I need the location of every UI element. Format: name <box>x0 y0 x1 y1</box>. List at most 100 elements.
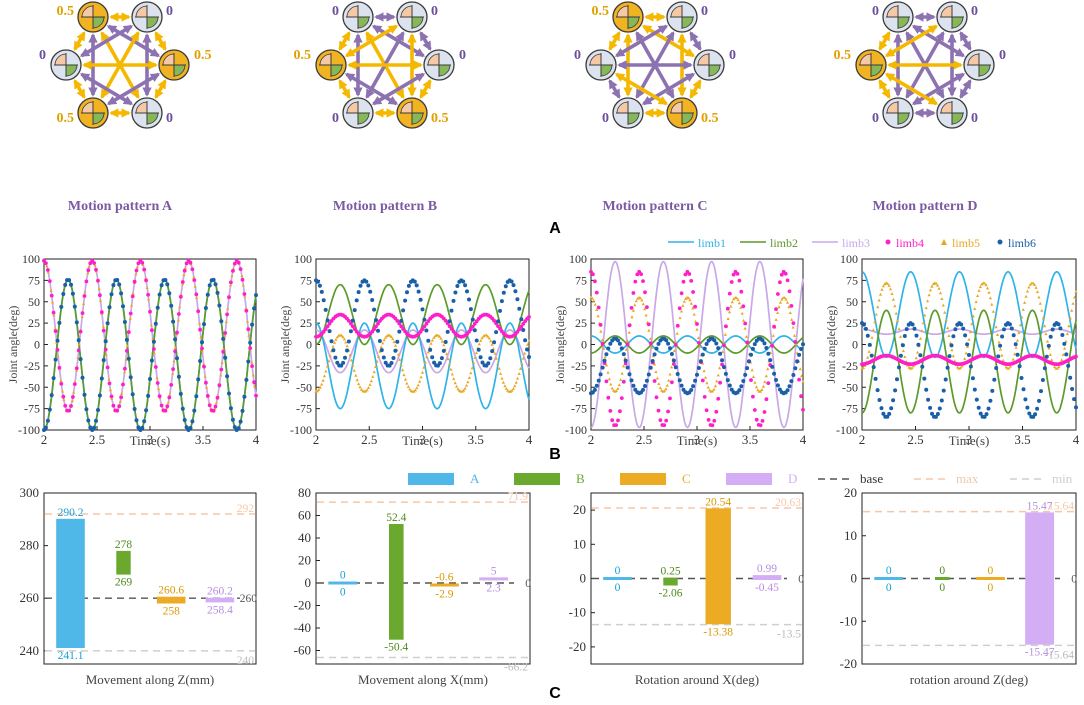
data-point <box>696 366 701 370</box>
data-point <box>689 279 694 283</box>
data-point <box>439 336 443 340</box>
data-point <box>221 347 226 351</box>
data-point <box>232 425 237 430</box>
data-point <box>758 423 763 428</box>
legend-label: limb1 <box>698 236 726 250</box>
data-point <box>797 377 801 382</box>
data-point <box>871 365 876 370</box>
data-point <box>1009 326 1014 331</box>
legend-label: min <box>1052 471 1073 486</box>
data-point <box>784 297 788 301</box>
data-point <box>1027 411 1032 416</box>
coupling-arrow <box>79 72 134 106</box>
data-point <box>403 377 408 381</box>
data-point <box>1013 352 1017 356</box>
data-point <box>1017 364 1022 369</box>
data-point <box>590 296 594 300</box>
data-point <box>398 358 402 361</box>
data-point <box>74 366 79 371</box>
data-point <box>1040 378 1045 382</box>
data-point <box>247 333 251 337</box>
coupling-arrow <box>884 24 939 58</box>
data-point <box>469 327 473 332</box>
data-point <box>437 334 442 338</box>
data-point <box>631 383 636 388</box>
data-point <box>82 302 86 305</box>
data-point <box>718 351 723 356</box>
data-point <box>801 342 805 347</box>
data-point <box>794 342 798 346</box>
data-point <box>198 327 203 332</box>
data-point <box>704 342 709 346</box>
data-point <box>627 330 631 334</box>
data-point <box>341 335 345 339</box>
data-point <box>503 384 507 388</box>
data-point <box>654 370 658 373</box>
oscillator-node: 0 <box>936 97 978 129</box>
data-point <box>323 327 328 331</box>
data-point <box>785 300 790 304</box>
y-tick-label: 100 <box>840 252 858 266</box>
data-point <box>202 364 206 369</box>
coupling-value: 0 <box>971 111 978 126</box>
data-point <box>623 361 628 366</box>
data-point <box>445 352 449 356</box>
data-point <box>49 393 54 398</box>
y-tick-label: -10 <box>569 605 586 620</box>
data-point <box>204 385 209 389</box>
data-point <box>245 320 250 323</box>
coupling-arrow <box>689 79 702 99</box>
coupling-arrow <box>878 79 891 99</box>
data-point <box>1064 339 1068 343</box>
data-point <box>625 365 630 370</box>
data-point <box>861 366 865 369</box>
data-point <box>429 341 433 345</box>
data-point <box>69 404 73 408</box>
oscillator-node: 0.5 <box>834 48 887 81</box>
data-point <box>180 406 185 411</box>
y-tick-label: 50 <box>28 295 40 309</box>
x-tick-label: 3.5 <box>1014 432 1030 447</box>
data-point <box>705 381 709 385</box>
legend-item-D: D <box>726 471 797 486</box>
line-legend: limb1 limb2 limb3 limb4 limb5 limb6 <box>668 236 1036 250</box>
y-tick-label: 100 <box>22 252 40 266</box>
data-point <box>379 348 384 353</box>
data-point <box>55 338 60 343</box>
data-point <box>867 350 871 353</box>
data-point <box>232 261 237 266</box>
data-point <box>354 298 359 303</box>
data-point <box>155 305 160 310</box>
data-point <box>121 382 125 387</box>
data-point <box>1007 366 1011 370</box>
data-point <box>125 344 129 348</box>
data-point <box>735 296 739 300</box>
data-point <box>1055 366 1060 370</box>
y-tick-label: 75 <box>846 273 858 287</box>
data-point <box>654 395 659 400</box>
data-point <box>511 387 515 390</box>
data-point <box>527 315 531 319</box>
data-point <box>92 261 96 265</box>
data-point <box>72 304 77 309</box>
data-point <box>76 348 81 353</box>
data-point <box>178 305 182 309</box>
data-point <box>406 283 411 288</box>
data-point <box>960 364 964 368</box>
data-point <box>368 383 372 386</box>
data-point <box>494 330 499 335</box>
data-point <box>686 296 691 300</box>
data-point <box>967 337 971 341</box>
data-point <box>712 418 717 423</box>
data-point <box>600 365 605 370</box>
data-point <box>736 298 740 301</box>
coupling-arrow <box>73 31 86 51</box>
data-point <box>53 329 58 333</box>
data-point <box>101 358 106 363</box>
y-tick-label: 0 <box>851 571 858 586</box>
data-point <box>682 299 686 303</box>
data-point <box>509 279 514 284</box>
data-point <box>171 319 176 324</box>
data-point <box>606 346 611 351</box>
data-point <box>122 320 127 324</box>
